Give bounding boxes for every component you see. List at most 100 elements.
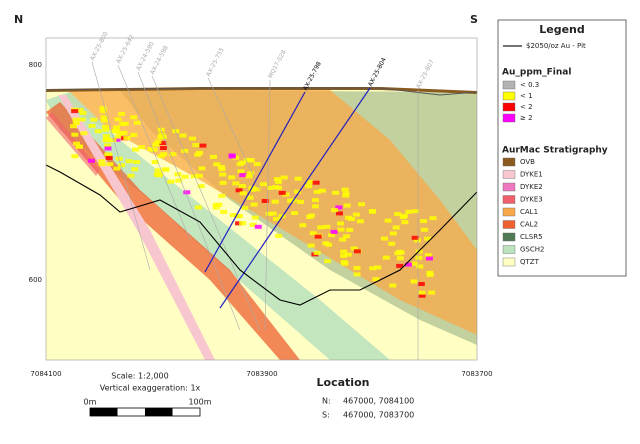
grade-block [237,169,245,174]
grade-block [404,262,412,267]
legend-swatch [502,80,516,90]
grade-block [420,227,428,232]
grade-block [426,273,434,277]
grade-block [198,166,206,171]
grade-block [249,222,257,227]
grade-block [299,223,307,228]
grade-block [291,211,299,216]
legend-title: Legend [539,23,585,36]
grade-block [109,138,117,143]
legend-label: ≥ 2 [520,114,533,122]
legend-swatch [502,257,516,267]
grade-block [159,146,167,150]
x-tick-label: 7084100 [30,370,61,378]
grade-block [388,241,396,246]
grade-block [331,208,338,213]
grade-block [309,231,317,236]
grade-block [118,163,126,168]
grade-block [130,115,138,120]
legend-swatch [502,113,516,123]
grade-block [253,162,261,167]
x-tick-label: 7083900 [246,370,277,378]
grade-block [412,209,419,214]
grade-block [275,233,283,238]
location-key: S: [322,411,330,420]
grade-block [158,132,166,137]
grade-block [133,120,141,125]
grade-block [410,279,418,284]
grade-block [179,133,187,138]
grade-block [307,243,315,248]
grade-block [261,199,269,203]
grade-block [125,159,133,164]
grade-block [235,214,243,219]
grade-block [324,259,332,264]
grade-block [239,191,247,196]
legend-swatch [502,91,516,101]
grade-block [342,193,350,198]
location-title: Location [317,376,370,389]
grade-block [353,272,361,277]
grade-block [346,227,354,232]
grade-block [275,185,282,190]
grade-block [330,229,338,234]
grade-block [71,132,79,137]
grade-block [336,211,343,216]
grade-block [344,215,352,220]
grade-block [114,117,122,122]
grade-block [229,213,237,217]
grade-block [275,179,282,184]
grade-block [104,143,112,148]
grade-block [340,253,348,258]
exaggeration-text: Vertical exaggeration: 1x [100,384,201,393]
legend-label: DYKE3 [520,196,543,204]
grade-block [429,216,437,221]
grade-block [311,198,319,203]
drill-trace [219,87,371,309]
grade-block [337,221,344,226]
geology [46,38,477,360]
grade-block [152,142,160,147]
grade-block [332,190,340,195]
grade-block [341,187,349,192]
grade-block [181,174,189,179]
grade-block [116,131,124,136]
drill-trace [204,91,306,273]
grade-block [192,143,200,148]
grade-block [314,234,322,239]
grade-block [131,167,139,172]
legend-heading: AurMac Stratigraphy [502,146,608,156]
grade-block [269,211,277,216]
legend-label: < 2 [520,103,533,111]
scale-bar-segment [90,408,118,416]
grade-block [389,231,397,236]
grade-block [98,159,106,164]
drill-trace [151,75,261,331]
grade-block [101,118,108,123]
grade-block [282,192,290,197]
grade-block [311,204,319,209]
grade-block [71,154,79,159]
grade-block [297,199,304,204]
grade-block [127,173,135,178]
grade-block [94,129,102,134]
grade-block [278,190,286,195]
grade-block [335,205,343,210]
grade-block [428,290,436,295]
grade-block [294,189,302,194]
grade-block [294,176,302,181]
grade-block [220,209,228,214]
grade-block [343,234,351,239]
grade-block [411,235,419,240]
grade-block [73,141,80,146]
grade-block [420,219,428,224]
grade-block [424,253,432,258]
grade-block [369,266,377,271]
grade-block [159,141,167,145]
drill-trace [207,77,261,191]
grade-block [266,185,274,190]
grade-block [167,179,175,184]
grade-block [405,209,413,214]
